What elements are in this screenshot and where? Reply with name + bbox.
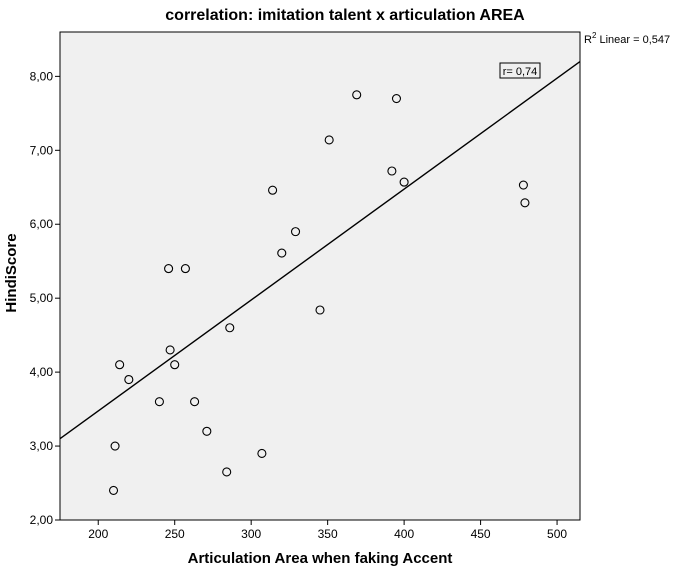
correlation-label: r= 0,74	[503, 66, 538, 78]
data-point	[225, 323, 235, 333]
data-point	[222, 467, 232, 477]
data-point	[324, 135, 334, 145]
y-tick-label: 8,00	[30, 69, 54, 83]
y-tick-label: 2,00	[30, 513, 54, 527]
x-tick-label: 350	[318, 527, 338, 541]
data-point	[277, 248, 287, 258]
regression-line	[59, 61, 581, 440]
chart-title: correlation: imitation talent x articula…	[165, 7, 525, 24]
y-axis-title: HindiScore	[3, 233, 20, 312]
data-point	[190, 397, 200, 407]
y-tick-label: 5,00	[30, 291, 54, 305]
x-tick-label: 500	[547, 527, 567, 541]
x-axis-title: Articulation Area when faking Accent	[188, 550, 453, 567]
x-tick-label: 200	[88, 527, 108, 541]
data-point	[315, 305, 325, 315]
y-tick-label: 3,00	[30, 439, 54, 453]
data-point	[115, 360, 125, 370]
x-tick-label: 250	[165, 527, 185, 541]
plot-area	[59, 31, 581, 521]
data-point	[180, 264, 190, 274]
data-point	[257, 448, 267, 459]
data-point	[154, 397, 164, 407]
data-point	[268, 185, 278, 195]
data-point	[520, 198, 530, 208]
data-point	[170, 360, 180, 370]
data-point	[399, 177, 409, 187]
data-point	[110, 441, 120, 451]
data-point	[164, 264, 174, 274]
r-squared-label: R2 Linear = 0,547	[584, 31, 670, 46]
x-tick-label: 300	[241, 527, 261, 541]
y-tick-label: 4,00	[30, 365, 54, 379]
r-squared-value: Linear = 0,547	[596, 34, 670, 46]
y-axis: 2,00 3,00 4,00 5,00 6,00 7,00 8,00	[30, 69, 60, 527]
y-tick-label: 6,00	[30, 217, 54, 231]
r-squared-prefix: R	[584, 34, 592, 46]
data-point	[290, 227, 301, 237]
data-point	[124, 374, 134, 385]
x-axis: 200 250 300 350 400 450 500	[88, 520, 567, 541]
x-tick-label: 450	[471, 527, 491, 541]
data-point	[352, 90, 362, 100]
data-point	[165, 345, 175, 355]
correlation-label-box: r= 0,74	[499, 62, 541, 79]
data-point	[391, 93, 402, 104]
x-tick-label: 400	[394, 527, 414, 541]
data-point	[387, 166, 397, 176]
r-squared-superscript: 2	[592, 31, 597, 40]
data-points	[108, 90, 530, 495]
data-point	[202, 426, 212, 436]
data-point	[108, 485, 119, 495]
data-point	[518, 180, 528, 190]
y-tick-label: 7,00	[30, 143, 54, 157]
